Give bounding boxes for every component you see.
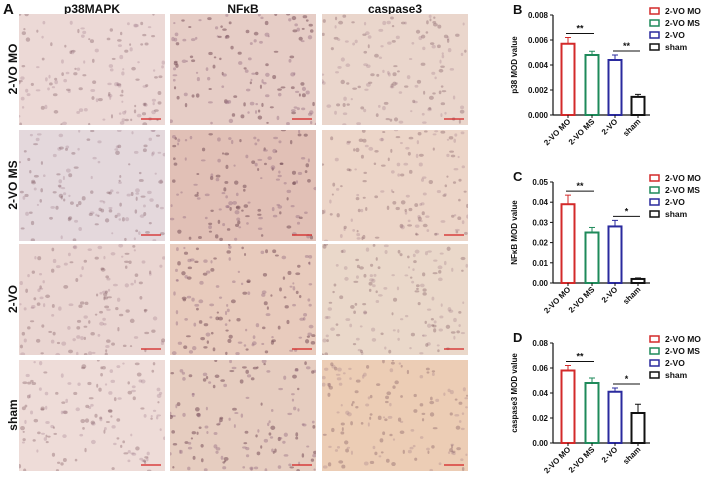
column-header-p38mapk: p38MAPK (63, 2, 120, 16)
chart-d-legend-label: 2-VO MS (665, 346, 700, 356)
micrograph-2-vo-ms-0 (19, 130, 165, 241)
chart-b-y-tick-label: 0.000 (528, 111, 549, 120)
chart-c-x-tick-label: 2-VO MS (567, 285, 597, 315)
chart-b-legend-label: 2-VO MS (665, 18, 700, 28)
chart-b-significance-label: ** (576, 24, 584, 34)
chart-b-legend-swatch (649, 31, 660, 39)
chart-b-bar (607, 59, 623, 116)
chart-c-x-tick-label: sham (621, 285, 642, 306)
micrograph-2-vo-1 (170, 244, 316, 355)
chart-d-legend-label: sham (665, 370, 688, 380)
chart-b-x-tick-label: sham (621, 117, 642, 138)
chart-b-significance-label: ** (623, 41, 631, 51)
chart-d-y-tick-label: 0.08 (532, 339, 548, 348)
chart-b-legend-swatch (649, 43, 660, 51)
column-header-nfkb: NFκB (227, 2, 259, 16)
chart-c-y-tick-label: 0.00 (532, 279, 548, 288)
chart-c-bar (560, 203, 576, 284)
chart-c-significance-label: * (625, 206, 629, 216)
chart-d-y-tick-label: 0.00 (532, 439, 548, 448)
chart-b-legend-swatch (649, 7, 660, 15)
chart-c-x-tick-label: 2-VO (600, 285, 620, 305)
panel-a-letter: A (3, 1, 14, 18)
micrograph-2-vo-0 (19, 244, 165, 355)
chart-b-bar (630, 95, 646, 116)
chart-c-y-tick-label: 0.01 (532, 259, 548, 268)
chart-b-letter: B (513, 2, 522, 17)
chart-b-y-axis-label: p38 MOD value (510, 36, 519, 94)
chart-c-bar (607, 225, 623, 285)
chart-d-bar (607, 390, 623, 444)
chart-c-y-tick-label: 0.05 (532, 178, 548, 187)
micrograph-2-vo-mo-2 (322, 14, 468, 125)
chart-b-legend-swatch (649, 19, 660, 27)
chart-c-significance-label: ** (576, 181, 584, 191)
chart-c-y-tick-label: 0.04 (532, 198, 548, 207)
chart-b-legend-label: sham (665, 42, 688, 52)
chart-c-bar (584, 231, 600, 284)
micrograph-2-vo-ms-1 (170, 130, 316, 241)
chart-d-y-tick-label: 0.02 (532, 414, 548, 423)
chart-d-legend-swatch (649, 335, 660, 343)
chart-b-bar (584, 54, 600, 116)
chart-d-bar (584, 382, 600, 444)
chart-b-legend-label: 2-VO MO (665, 6, 701, 16)
chart-c-legend-label: sham (665, 209, 688, 219)
chart-d-legend-label: 2-VO MO (665, 334, 701, 344)
chart-b-y-tick-label: 0.004 (528, 61, 549, 70)
chart-c-y-tick-label: 0.03 (532, 218, 548, 227)
chart-b-x-tick-label: 2-VO MS (567, 117, 597, 147)
chart-c-legend-swatch (649, 198, 660, 206)
column-header-caspase3: caspase3 (367, 2, 423, 16)
chart-d-y-tick-label: 0.06 (532, 364, 548, 373)
micrograph-sham-1 (170, 360, 316, 471)
chart-b-x-tick-label: 2-VO (600, 117, 620, 137)
chart-d-y-axis-label: caspase3 MOD value (510, 353, 519, 433)
chart-c-legend-label: 2-VO MO (665, 173, 701, 183)
chart-b-y-tick-label: 0.008 (528, 11, 549, 20)
chart-b-y-tick-label: 0.006 (528, 36, 549, 45)
chart-c-bar (630, 277, 646, 284)
chart-c-legend-label: 2-VO (665, 197, 685, 207)
micrograph-2-vo-mo-0 (19, 14, 165, 125)
chart-c-legend-swatch (649, 210, 660, 218)
micrograph-2-vo-2 (322, 244, 468, 355)
chart-d-significance-label: ** (576, 352, 584, 362)
chart-d-significance-label: * (625, 374, 629, 384)
chart-c-y-tick-label: 0.02 (532, 239, 548, 248)
chart-c-y-axis-label: NFκB MOD value (510, 200, 519, 265)
chart-b-bar (560, 42, 576, 116)
chart-d-legend-swatch (649, 347, 660, 355)
chart-c-legend-swatch (649, 186, 660, 194)
micrograph-sham-2 (322, 360, 468, 471)
chart-d-legend-swatch (649, 359, 660, 367)
chart-d-y-tick-label: 0.04 (532, 389, 548, 398)
micrograph-2-vo-ms-2 (322, 130, 468, 241)
chart-d-legend-label: 2-VO (665, 358, 685, 368)
chart-b-legend-label: 2-VO (665, 30, 685, 40)
micrograph-sham-0 (19, 360, 165, 471)
chart-d-letter: D (513, 330, 522, 345)
chart-d-x-tick-label: 2-VO MS (567, 445, 597, 475)
chart-d-x-tick-label: 2-VO (600, 445, 620, 465)
chart-c-letter: C (513, 169, 523, 184)
micrograph-2-vo-mo-1 (170, 14, 316, 125)
chart-c-legend-label: 2-VO MS (665, 185, 700, 195)
chart-c-legend-swatch (649, 174, 660, 182)
chart-d-legend-swatch (649, 371, 660, 379)
chart-d-bar (630, 412, 646, 444)
chart-d-x-tick-label: sham (621, 445, 642, 466)
chart-b-y-tick-label: 0.002 (528, 86, 549, 95)
chart-d-bar (560, 369, 576, 444)
